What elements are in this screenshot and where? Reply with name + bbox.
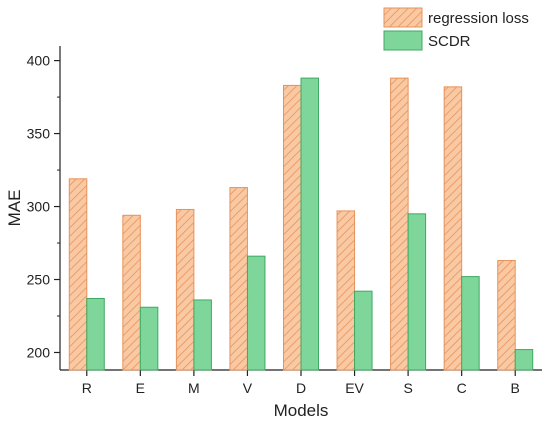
bar-scdr-V [246, 255, 266, 371]
x-tick-label: E [136, 380, 145, 396]
bar-regression-loss-EV [336, 210, 356, 371]
x-axis-title: Models [274, 401, 329, 420]
y-tick-label: 200 [27, 344, 51, 360]
y-tick-label: 300 [27, 199, 51, 215]
y-axis-title: MAE [5, 190, 24, 227]
x-tick-label: S [403, 380, 412, 396]
legend: regression loss SCDR [383, 7, 529, 51]
bars-group [68, 77, 534, 371]
bar-scdr-S [407, 213, 427, 371]
legend-swatch-scdr [383, 30, 423, 51]
legend-label-scdr: SCDR [428, 33, 471, 50]
bar-scdr-R [86, 297, 105, 371]
bar-scdr-E [139, 306, 159, 371]
legend-swatch-regression-loss [383, 7, 423, 28]
bar-regression-loss-C [443, 86, 463, 371]
bar-scdr-M [193, 299, 212, 371]
x-tick-label: R [82, 380, 92, 396]
bar-regression-loss-D [283, 84, 302, 371]
bar-scdr-C [461, 276, 480, 371]
bar-regression-loss-B [497, 260, 516, 371]
bar-scdr-B [514, 349, 534, 371]
y-tick-label: 350 [27, 126, 51, 142]
x-tick-label: EV [345, 380, 364, 396]
bar-regression-loss-R [68, 178, 88, 371]
x-tick-label: B [511, 380, 520, 396]
x-tick-label: V [243, 380, 253, 396]
bar-regression-loss-S [390, 77, 409, 371]
bar-scdr-D [300, 77, 319, 371]
x-tick-label: D [296, 380, 306, 396]
bar-scdr-EV [354, 290, 373, 371]
bar-regression-loss-E [122, 214, 141, 371]
x-tick-label: M [188, 380, 200, 396]
legend-label-regression-loss: regression loss [428, 10, 529, 27]
y-tick-label: 250 [27, 272, 51, 288]
bar-regression-loss-V [229, 187, 248, 371]
bar-regression-loss-M [175, 208, 195, 371]
x-tick-label: C [457, 380, 467, 396]
y-tick-label: 400 [27, 53, 51, 69]
